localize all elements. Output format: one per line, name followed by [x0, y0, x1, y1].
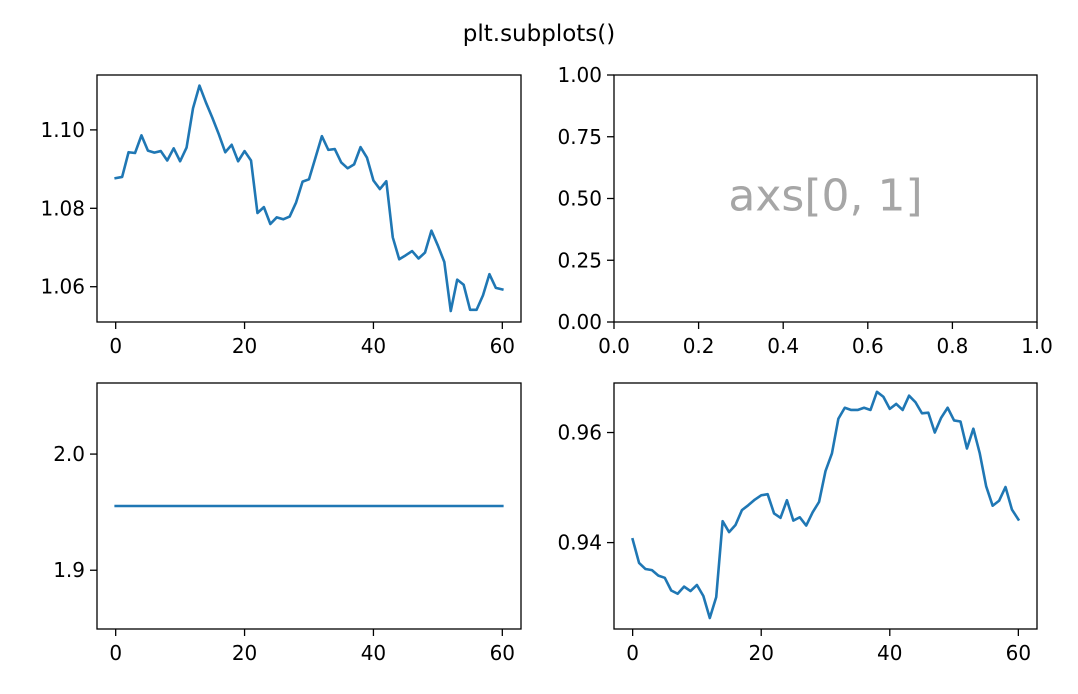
x-tick-label-axs10-0: 0	[109, 641, 122, 665]
axes-frame-axs00	[96, 74, 522, 323]
x-tick-label-axs10-2: 40	[361, 641, 386, 665]
x-tick-label-axs00-1: 20	[232, 334, 257, 358]
x-tick-label-axs11-2: 40	[877, 641, 902, 665]
y-tick-label-axs11-0: 0.94	[557, 531, 602, 555]
axes-frame-axs11	[613, 382, 1038, 630]
series-line-axs11-0	[631, 390, 1021, 620]
series-line-axs00-0	[114, 84, 504, 313]
subplot-axs01: axs[0, 1] 0.0 0.2 0.4 0.6 0.8 1.0 0.00 0.25 0.50 0…	[557, 63, 1052, 358]
y-tick-label-axs00-0: 1.06	[40, 275, 85, 299]
y-tick-label-axs11-1: 0.96	[557, 421, 602, 445]
x-tick-label-axs01-4: 0.8	[936, 334, 968, 358]
x-tick-label-axs00-0: 0	[109, 334, 122, 358]
y-tick-label-axs01-1: 0.25	[557, 248, 602, 272]
y-tick-label-axs10-0: 1.9	[53, 558, 85, 582]
x-tick-label-axs01-0: 0.0	[598, 334, 630, 358]
annotation-axs01: axs[0, 1]	[728, 171, 922, 222]
y-tick-label-axs01-0: 0.00	[557, 310, 602, 334]
subplot-axs00: 0 20 40 60 1.06 1.08 1.10	[40, 74, 522, 358]
x-tick-label-axs01-5: 1.0	[1021, 334, 1053, 358]
x-tick-label-axs01-3: 0.6	[852, 334, 884, 358]
x-tick-label-axs10-3: 60	[490, 641, 515, 665]
axes-layer: 0 20 40 60 1.06 1.08 1.10 axs[0, 1] 0.0 0.2 0.4 0.6…	[40, 63, 1052, 665]
y-tick-label-axs00-1: 1.08	[40, 196, 85, 220]
x-tick-label-axs00-3: 60	[490, 334, 515, 358]
y-tick-label-axs01-2: 0.50	[557, 187, 602, 211]
subplot-axs10: 0 20 40 60 1.9 2.0	[53, 382, 522, 665]
y-tick-label-axs01-4: 1.00	[557, 63, 602, 87]
x-tick-label-axs01-2: 0.4	[767, 334, 799, 358]
y-tick-label-axs10-1: 2.0	[53, 442, 85, 466]
x-tick-label-axs11-1: 20	[748, 641, 773, 665]
x-tick-label-axs00-2: 40	[361, 334, 386, 358]
y-tick-label-axs00-2: 1.10	[40, 118, 85, 142]
x-tick-label-axs11-0: 0	[626, 641, 639, 665]
x-tick-label-axs11-3: 60	[1006, 641, 1031, 665]
x-tick-label-axs10-1: 20	[232, 641, 257, 665]
x-tick-label-axs01-1: 0.2	[683, 334, 715, 358]
subplot-axs11: 0 20 40 60 0.94 0.96	[557, 382, 1038, 665]
axes-frame-axs10	[96, 382, 522, 630]
y-tick-label-axs01-3: 0.75	[557, 125, 602, 149]
figure-suptitle: plt.subplots()	[463, 21, 616, 47]
